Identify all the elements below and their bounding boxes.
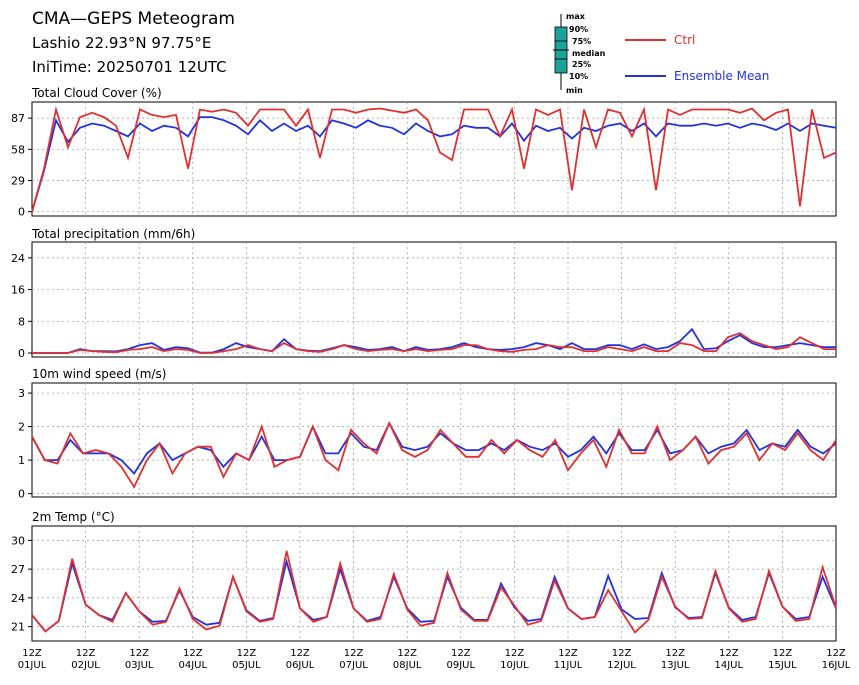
series-ctrl-line: [31, 420, 837, 489]
x-hour-label: 12Z: [719, 648, 739, 659]
y-tick-label: 1: [18, 454, 25, 467]
x-hour-label: 12Z: [826, 648, 846, 659]
series-ctrl-line: [31, 550, 837, 634]
legend-mean-label: Ensemble Mean: [674, 69, 769, 83]
location-label: Lashio 22.93°N 97.75°E: [32, 34, 211, 52]
series-ctrl-line: [32, 332, 836, 354]
panel-title-cloud: Total Cloud Cover (%): [31, 86, 162, 100]
y-tick-label: 27: [11, 563, 25, 576]
y-tick-label: 21: [11, 621, 25, 634]
x-hour-label: 12Z: [505, 648, 525, 659]
y-tick-label: 0: [18, 347, 25, 360]
legend-ctrl-label: Ctrl: [674, 33, 695, 47]
y-tick-label: 0: [18, 488, 25, 501]
x-hour-label: 12Z: [129, 648, 149, 659]
x-hour-label: 12Z: [558, 648, 578, 659]
x-hour-label: 12Z: [451, 648, 471, 659]
y-tick-label: 16: [11, 284, 25, 297]
x-date-label: 12JUL: [607, 660, 636, 671]
x-hour-label: 12Z: [665, 648, 685, 659]
y-tick-label: 58: [11, 143, 25, 156]
x-date-label: 05JUL: [232, 660, 261, 671]
panel-title-precip: Total precipitation (mm/6h): [31, 227, 195, 241]
x-date-label: 06JUL: [286, 660, 315, 671]
x-date-label: 10JUL: [500, 660, 529, 671]
box-legend: max 90% 75% median 25% 10% min: [553, 12, 606, 95]
x-hour-label: 12Z: [773, 648, 793, 659]
y-tick-label: 29: [11, 175, 25, 188]
series-ensemble-mean-line: [32, 327, 836, 354]
panel-precip: 0 8 16 24: [11, 241, 837, 360]
y-tick-label: 30: [11, 534, 25, 547]
legend-p10-label: 10%: [569, 72, 588, 81]
panel-title-wind: 10m wind speed (m/s): [32, 367, 166, 381]
y-tick-label: 2: [18, 421, 25, 434]
x-date-label: 08JUL: [393, 660, 422, 671]
legend-min-label: min: [566, 86, 583, 95]
panel-cloud: 0 29 58 87: [11, 101, 837, 219]
panel-temp: 21 24 27 30: [11, 525, 837, 642]
x-date-label: 14JUL: [715, 660, 744, 671]
x-date-label: 13JUL: [661, 660, 690, 671]
x-axis-labels: 12Z01JUL12Z02JUL12Z03JUL12Z04JUL12Z05JUL…: [18, 648, 851, 671]
chart-title: CMA—GEPS Meteogram: [32, 9, 235, 29]
legend-box-outer: [554, 26, 568, 42]
panel-title-temp: 2m Temp (°C): [32, 510, 115, 524]
x-hour-label: 12Z: [76, 648, 96, 659]
x-date-label: 01JUL: [18, 660, 47, 671]
x-hour-label: 12Z: [344, 648, 364, 659]
y-tick-label: 24: [11, 592, 25, 605]
panel-frame: [31, 101, 837, 217]
y-tick-label: 3: [18, 387, 25, 400]
legend-p75-label: 75%: [572, 37, 591, 46]
x-hour-label: 12Z: [183, 648, 203, 659]
series-ctrl-line: [31, 105, 837, 212]
y-tick-label: 24: [11, 252, 25, 265]
init-time-label: IniTime: 20250701 12UTC: [32, 58, 227, 76]
x-date-label: 15JUL: [768, 660, 797, 671]
x-hour-label: 12Z: [612, 648, 632, 659]
plot-layer: 0 29 58 87 0 8 16 24 0 1 2 3 21 24 27 30: [11, 101, 837, 642]
panel-frame: [31, 241, 837, 358]
x-hour-label: 12Z: [290, 648, 310, 659]
x-hour-label: 12Z: [22, 648, 42, 659]
legend-p25-label: 25%: [572, 60, 591, 69]
panel-frame: [31, 525, 837, 642]
x-date-label: 11JUL: [554, 660, 583, 671]
legend-median-label: median: [572, 49, 606, 58]
legend-max-label: max: [566, 12, 586, 21]
series-ensemble-mean-line: [31, 116, 837, 212]
x-date-label: 02JUL: [71, 660, 100, 671]
series-ensemble-mean-line: [31, 421, 837, 475]
y-tick-label: 0: [18, 206, 25, 219]
panel-wind: 0 1 2 3: [18, 382, 837, 501]
x-date-label: 03JUL: [125, 660, 154, 671]
x-date-label: 04JUL: [179, 660, 208, 671]
y-tick-label: 8: [18, 315, 25, 328]
x-date-label: 16JUL: [822, 660, 851, 671]
x-date-label: 07JUL: [339, 660, 368, 671]
x-hour-label: 12Z: [237, 648, 257, 659]
y-tick-label: 87: [11, 112, 25, 125]
x-hour-label: 12Z: [397, 648, 417, 659]
legend-box-lower: [554, 58, 568, 74]
legend-p90-label: 90%: [569, 25, 588, 34]
x-date-label: 09JUL: [447, 660, 476, 671]
